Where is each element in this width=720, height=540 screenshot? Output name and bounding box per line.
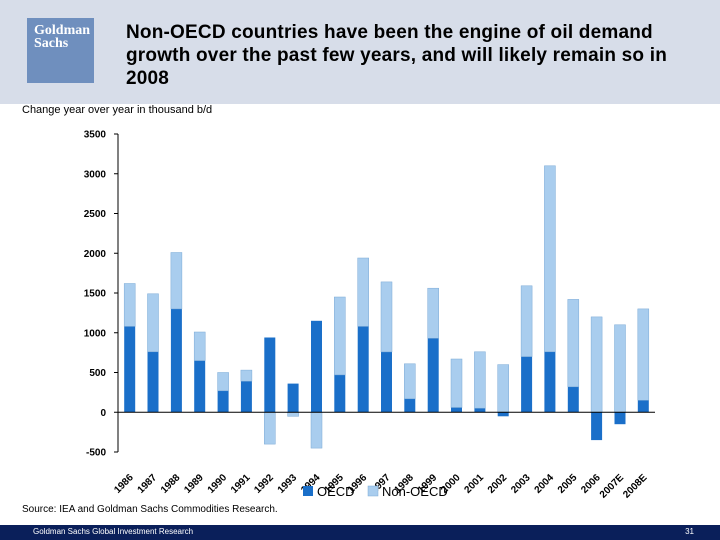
bar-non-oecd	[590, 316, 603, 413]
bar-oecd	[404, 398, 416, 413]
y-tick-label: -500	[86, 448, 106, 459]
bar-non-oecd	[123, 283, 136, 327]
bar-oecd	[170, 308, 182, 413]
x-tick-label: 1990	[206, 472, 230, 496]
x-tick-label: 2002	[486, 472, 510, 496]
y-tick-label: 1500	[84, 289, 107, 300]
legend-label-non-oecd: Non-OECD	[382, 484, 448, 499]
bar-non-oecd	[380, 281, 393, 353]
source-note: Source: IEA and Goldman Sachs Commoditie…	[22, 504, 278, 515]
bar-oecd	[311, 320, 322, 413]
bar-oecd	[264, 337, 276, 413]
stacked-bar-chart: -500 0 500 1000 1500 2000 2500 3000 3500 1986 1987…	[84, 130, 655, 501]
bar-non-oecd	[567, 299, 580, 388]
bar-non-oecd	[217, 372, 229, 392]
bar-non-oecd	[520, 285, 533, 357]
bar-oecd	[217, 390, 229, 413]
bar-oecd	[637, 400, 649, 413]
bar-oecd	[427, 338, 439, 413]
x-tick-label: 2008E	[621, 472, 649, 500]
x-tick-label: 1987	[136, 472, 160, 496]
y-tick-label: 500	[89, 368, 106, 379]
x-tick-label: 1991	[229, 472, 253, 496]
logo-line-1: Goldman	[34, 23, 91, 38]
bar-oecd	[451, 407, 462, 413]
x-tick-label: 2007E	[598, 472, 626, 500]
bar-non-oecd	[544, 165, 556, 353]
x-tick-label: 1989	[182, 472, 206, 496]
x-tick-label: 1986	[112, 472, 136, 496]
y-tick-label: 3000	[84, 169, 107, 180]
chart-subtitle: Change year over year in thousand b/d	[22, 104, 213, 116]
bar-oecd	[147, 351, 159, 413]
bar-oecd	[287, 383, 299, 413]
bar-non-oecd	[310, 412, 323, 449]
legend-label-oecd: OECD	[317, 484, 355, 499]
bar-non-oecd	[497, 364, 509, 413]
x-tick-label: 2004	[533, 472, 557, 496]
x-tick-label: 2001	[463, 472, 487, 496]
bar-non-oecd	[614, 324, 626, 413]
bar-non-oecd	[170, 252, 183, 310]
y-tick-label: 2500	[84, 209, 107, 220]
x-tick-label: 1993	[276, 472, 300, 496]
y-tick-label: 0	[100, 408, 106, 419]
footer-text: Goldman Sachs Global Investment Research	[33, 527, 194, 536]
bar-non-oecd	[450, 358, 463, 408]
bar-non-oecd	[193, 331, 206, 361]
footer-bar: Goldman Sachs Global Investment Research…	[0, 525, 720, 540]
bar-oecd	[614, 412, 626, 425]
y-tick-label: 3500	[84, 130, 107, 141]
bar-non-oecd	[404, 363, 416, 400]
page-number: 31	[685, 527, 694, 536]
x-tick-label: 2003	[509, 472, 533, 496]
bar-non-oecd	[357, 257, 369, 327]
bar-non-oecd	[287, 412, 299, 417]
bar-oecd	[591, 412, 603, 441]
header-bar: Goldman Sachs Non-OECD countries have be…	[0, 0, 720, 104]
legend-swatch-non-oecd	[367, 485, 379, 497]
bar-oecd	[240, 381, 252, 413]
bar-non-oecd	[147, 293, 159, 353]
bar-oecd	[334, 374, 346, 413]
bar-oecd	[381, 351, 392, 413]
bar-non-oecd	[240, 369, 253, 382]
bar-oecd	[357, 326, 369, 413]
bar-oecd	[124, 326, 136, 413]
slide-title: Non-OECD countries have been the engine …	[126, 22, 667, 89]
bar-oecd	[474, 408, 486, 413]
bar-non-oecd	[637, 308, 650, 401]
bar-oecd	[521, 356, 533, 413]
logo-line-2: Sachs	[34, 36, 69, 51]
bar-oecd	[497, 412, 509, 417]
y-tick-label: 1000	[84, 328, 107, 339]
x-tick-label: 1988	[159, 472, 183, 496]
bar-non-oecd	[334, 296, 346, 376]
bar-non-oecd	[264, 412, 276, 445]
bar-non-oecd	[427, 287, 439, 339]
legend-swatch-oecd	[303, 486, 313, 496]
bar-oecd	[194, 360, 206, 413]
bar-non-oecd	[474, 351, 486, 409]
x-tick-label: 2005	[556, 472, 580, 496]
goldman-sachs-logo: Goldman Sachs	[27, 18, 94, 83]
x-tick-label: 1992	[252, 472, 276, 496]
bar-oecd	[567, 386, 579, 413]
y-tick-label: 2000	[84, 249, 107, 260]
bar-oecd	[544, 351, 556, 413]
